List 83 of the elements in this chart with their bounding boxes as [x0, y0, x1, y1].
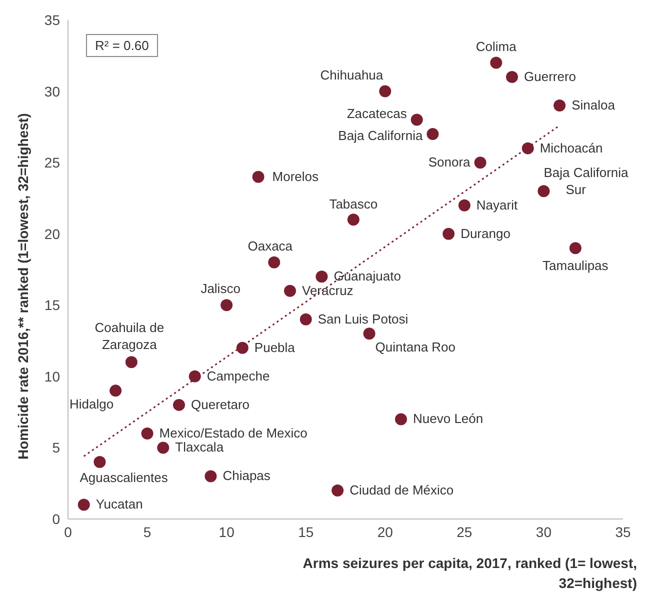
- point: [538, 185, 550, 198]
- y-tick-label: 5: [52, 440, 60, 456]
- annotation: Nayarit: [476, 197, 518, 212]
- annotation: Puebla: [254, 340, 296, 355]
- x-tick-label: 10: [218, 524, 235, 540]
- point: [347, 214, 360, 226]
- y-tick-label: 10: [44, 368, 60, 384]
- x-axis-title: Arms seizures per capita, 2017, ranked (1= lowest, 32=highest): [302, 554, 637, 593]
- annotation: Durango: [460, 226, 510, 241]
- point: [426, 128, 439, 140]
- point: [379, 85, 392, 98]
- point: [300, 313, 312, 326]
- point: [173, 398, 185, 411]
- x-tick-label: 25: [456, 524, 472, 540]
- annotation: Queretaro: [191, 396, 250, 412]
- y-tick-label: 15: [44, 297, 60, 314]
- annotation: Mexico/Estado de Mexico: [159, 425, 308, 440]
- point: [522, 142, 534, 154]
- y-tick-label: 35: [44, 12, 60, 28]
- point: [410, 114, 423, 126]
- y-tick-label: 20: [44, 226, 60, 242]
- annotation: Oaxaca: [248, 238, 294, 254]
- point: [220, 299, 233, 312]
- y-axis-title: Homicide rate 2016,** ranked (1=lowest, 32=highest): [14, 113, 31, 460]
- annotation: Tlaxcala: [175, 440, 224, 455]
- annotation: Tamaulipas: [542, 258, 609, 274]
- point: [236, 342, 248, 354]
- annotation: Veracruz: [302, 282, 354, 298]
- point: [569, 242, 582, 254]
- point: [78, 498, 90, 511]
- point: [252, 170, 264, 183]
- point: [284, 284, 296, 297]
- annotation: Chihuahua: [320, 67, 384, 82]
- point: [395, 413, 407, 426]
- point: [268, 256, 280, 268]
- annotation: Yucatan: [96, 496, 143, 512]
- annotation: Baja California: [338, 128, 424, 144]
- point: [125, 356, 138, 368]
- annotation: Sinaloa: [572, 98, 616, 113]
- point: [363, 328, 376, 340]
- annotation: R² = 0.60: [86, 34, 158, 57]
- annotation: Nuevo León: [413, 411, 484, 426]
- annotation: Colima: [476, 38, 518, 54]
- annotation: Zacatecas: [346, 106, 408, 121]
- point: [110, 384, 122, 397]
- annotation: Morelos: [272, 168, 320, 184]
- x-tick-label: 20: [377, 524, 394, 540]
- point: [94, 456, 106, 468]
- annotation: Michoacán: [540, 140, 603, 156]
- x-tick-label: 0: [64, 524, 72, 540]
- y-tick-label: 0: [52, 510, 60, 527]
- point: [141, 427, 154, 440]
- x-tick-label: 5: [143, 524, 152, 540]
- point: [316, 270, 328, 283]
- annotation: Baja California Sur: [544, 165, 630, 198]
- annotation: Ciudad de México: [350, 482, 454, 498]
- point: [204, 470, 217, 482]
- annotation: Chiapas: [222, 468, 271, 484]
- annotation: Tabasco: [329, 196, 378, 212]
- point: [506, 71, 518, 84]
- point: [554, 100, 566, 112]
- y-tick-label: 30: [44, 83, 60, 100]
- point: [474, 156, 486, 169]
- annotation: Quintana Roo: [375, 340, 456, 355]
- point: [188, 370, 201, 382]
- annotation: Guerrero: [524, 69, 576, 84]
- x-tick-label: 15: [298, 524, 314, 540]
- annotation: Guanajuato: [334, 268, 401, 284]
- point: [332, 484, 344, 496]
- point: [458, 199, 470, 212]
- annotation: Campeche: [206, 368, 270, 384]
- annotation: Coahuila de Zaragoza: [94, 320, 164, 352]
- annotation: Aguascalientes: [80, 470, 168, 485]
- point: [490, 56, 502, 69]
- x-tick-label: 35: [615, 524, 631, 540]
- point: [442, 228, 455, 240]
- annotation: Jalisco: [200, 281, 240, 296]
- point: [157, 442, 170, 454]
- annotation: San Luis Potosi: [318, 311, 408, 326]
- y-tick-label: 25: [44, 154, 60, 171]
- x-tick-label: 30: [536, 524, 552, 540]
- annotation: Sonora: [428, 154, 472, 170]
- annotation: Hidalgo: [69, 396, 114, 412]
